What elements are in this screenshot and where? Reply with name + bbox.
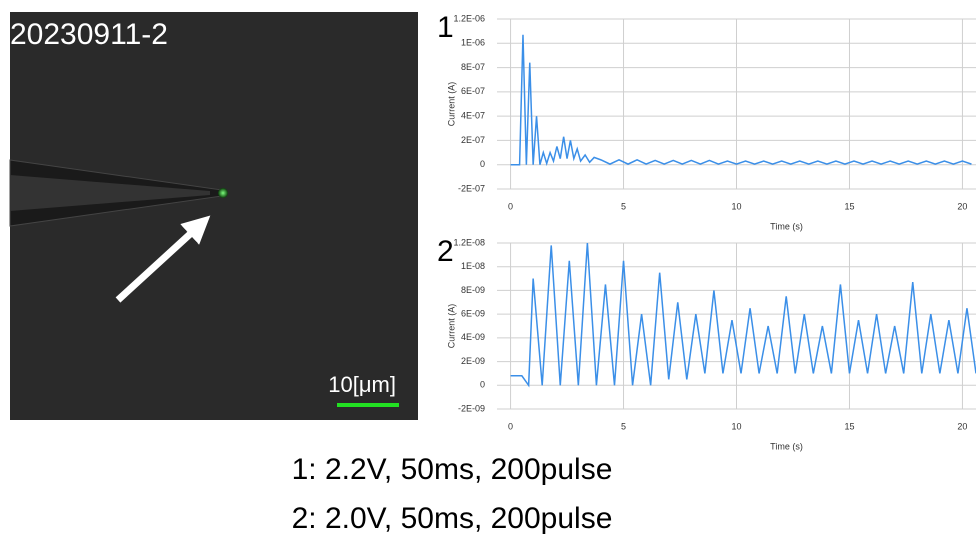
x-tick-label: 20	[957, 201, 967, 211]
x-tick-label: 0	[508, 421, 513, 431]
scale-label: 10[μm]	[328, 372, 396, 397]
x-tick-label: 5	[621, 201, 626, 211]
micrograph: 20230911-2 10[μm]	[9, 12, 418, 420]
y-tick-label: -2E-09	[458, 403, 485, 413]
x-tick-label: 0	[508, 201, 513, 211]
x-tick-label: 5	[621, 421, 626, 431]
x-tick-label: 20	[957, 421, 967, 431]
y-tick-label: 6E-09	[461, 309, 485, 319]
y-tick-label: 4E-09	[461, 332, 485, 342]
y-tick-label: 2E-07	[461, 135, 485, 145]
y-axis-label: Current (A)	[446, 82, 456, 127]
chart: -2E-09 0 2E-09 4E-09 6E-09 8E-09 1E-08 1.2E-08 0…	[437, 235, 976, 451]
y-tick-label: 8E-07	[461, 62, 485, 72]
chart: -2E-07 0 2E-07 4E-07 6E-07 8E-07 1E-06 1.2E-06 0…	[437, 11, 976, 231]
y-tick-label: 1E-06	[461, 38, 485, 48]
x-tick-label: 15	[844, 201, 854, 211]
y-tick-label: 6E-07	[461, 86, 485, 96]
y-tick-label: 1.2E-06	[453, 13, 485, 23]
x-axis-label: Time (s)	[770, 441, 803, 451]
arrow	[115, 215, 211, 303]
x-tick-label: 10	[731, 201, 741, 211]
data-line	[510, 34, 972, 167]
data-line	[510, 242, 976, 388]
panel-label: 1	[437, 11, 454, 44]
y-tick-label: -2E-07	[458, 183, 485, 193]
caption-line: 2: 2.0V, 50ms, 200pulse	[292, 502, 613, 535]
panel-label: 2	[437, 235, 454, 268]
fluorescent-spot	[218, 188, 228, 198]
y-tick-label: 0	[480, 380, 485, 390]
y-tick-label: 0	[480, 159, 485, 169]
y-axis-label: Current (A)	[446, 304, 456, 349]
pipette-core	[10, 175, 210, 211]
x-axis-label: Time (s)	[770, 221, 803, 231]
y-tick-label: 4E-07	[461, 111, 485, 121]
x-tick-label: 15	[844, 421, 854, 431]
caption-line: 1: 2.2V, 50ms, 200pulse	[292, 453, 613, 486]
y-tick-label: 1.2E-08	[453, 237, 485, 247]
y-tick-label: 1E-08	[461, 261, 485, 271]
x-tick-label: 10	[731, 421, 741, 431]
image-label: 20230911-2	[10, 18, 168, 51]
y-tick-label: 2E-09	[461, 356, 485, 366]
y-tick-label: 8E-09	[461, 285, 485, 295]
